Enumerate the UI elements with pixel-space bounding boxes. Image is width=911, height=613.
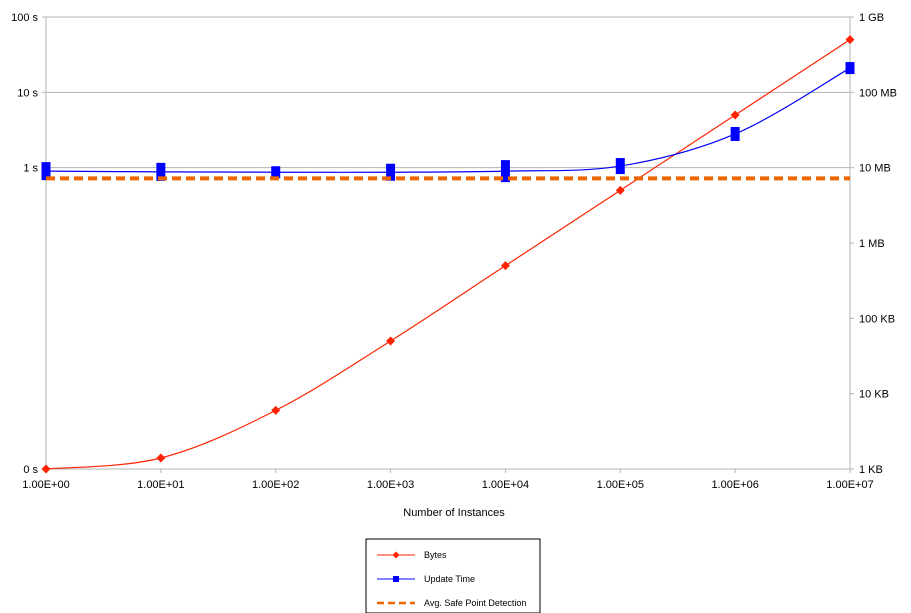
- right-tick-label-0: 1 GB: [859, 12, 884, 24]
- left-tick-label-3: 0 s: [23, 464, 38, 476]
- bytes-point-6: [730, 110, 740, 120]
- right-axis-ticks: 1 GB 100 MB 10 MB 1 MB 100 KB 10 KB 1 KB: [850, 12, 897, 476]
- plot-area: [45, 16, 851, 470]
- left-tick-label-2: 1 s: [23, 163, 38, 175]
- gridlines: [46, 16, 850, 169]
- series-layer: [41, 35, 855, 474]
- left-axis-ticks: 100 s 10 s 1 s 0 s: [11, 12, 46, 476]
- update-time-point-2: [271, 166, 281, 179]
- x-tick-label-1: 1.00E+01: [137, 479, 184, 491]
- legend-marker-1: [393, 576, 399, 582]
- update-time-point-6: [730, 126, 740, 141]
- right-tick-label-1: 100 MB: [859, 87, 897, 99]
- x-axis-title: Number of Instances: [403, 507, 505, 519]
- update-time-point-3: [386, 163, 396, 181]
- legend: Bytes Update Time Avg. Safe Point Detectio…: [365, 538, 541, 613]
- legend-label-0: Bytes: [424, 550, 447, 560]
- x-tick-label-5: 1.00E+05: [597, 479, 644, 491]
- legend-label-2: Avg. Safe Point Detection: [424, 598, 526, 608]
- bytes-point-4: [500, 261, 510, 271]
- update-time-point-0: [41, 162, 51, 181]
- bytes-point-2: [271, 405, 281, 415]
- left-tick-label-0: 100 s: [11, 12, 38, 24]
- x-tick-label-6: 1.00E+06: [711, 479, 758, 491]
- update-time-point-1: [156, 162, 166, 181]
- x-tick-label-0: 1.00E+00: [22, 479, 69, 491]
- left-tick-label-1: 10 s: [17, 87, 38, 99]
- x-tick-label-3: 1.00E+03: [367, 479, 414, 491]
- right-tick-label-2: 10 MB: [859, 163, 891, 175]
- bytes-point-3: [386, 336, 396, 346]
- update-time-point-7: [845, 62, 855, 75]
- right-tick-label-6: 1 KB: [859, 464, 883, 476]
- right-tick-label-4: 100 KB: [859, 313, 895, 325]
- series-1: [41, 62, 855, 183]
- right-tick-label-5: 10 KB: [859, 389, 889, 401]
- x-tick-label-7: 1.00E+07: [826, 479, 873, 491]
- legend-marker-0: [392, 551, 400, 559]
- x-tick-label-2: 1.00E+02: [252, 479, 299, 491]
- series-line-0: [45, 39, 851, 470]
- right-tick-label-3: 1 MB: [859, 238, 885, 250]
- bytes-point-5: [615, 185, 625, 195]
- bytes-point-7: [845, 35, 855, 45]
- update-time-point-4: [500, 160, 510, 183]
- series-0: [41, 35, 855, 474]
- legend-label-1: Update Time: [424, 574, 475, 584]
- x-axis-ticks: 1.00E+00 1.00E+01 1.00E+02 1.00E+03 1.00E+04…: [22, 469, 874, 491]
- bytes-point-0: [41, 464, 51, 474]
- x-tick-label-4: 1.00E+04: [482, 479, 529, 491]
- update-time-point-5: [615, 158, 625, 175]
- bytes-point-1: [156, 453, 166, 463]
